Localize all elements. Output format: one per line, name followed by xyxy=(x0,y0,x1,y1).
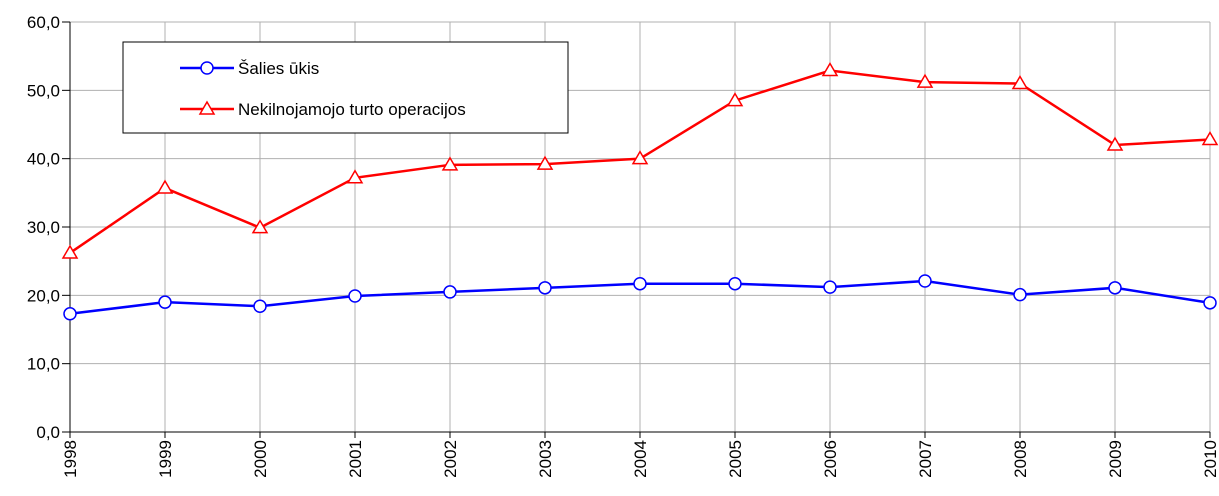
y-tick-label: 10,0 xyxy=(27,355,60,374)
point xyxy=(348,289,362,303)
point xyxy=(538,281,552,295)
x-tick-label: 2005 xyxy=(726,440,745,478)
point xyxy=(918,274,932,288)
point xyxy=(61,244,79,259)
x-tick-label: 2010 xyxy=(1201,440,1219,478)
y-tick-label: 40,0 xyxy=(27,150,60,169)
point xyxy=(1201,131,1219,146)
point xyxy=(633,276,647,291)
point xyxy=(1108,281,1122,295)
point xyxy=(441,156,459,171)
x-tick-label: 2009 xyxy=(1106,440,1125,478)
y-tick-label: 30,0 xyxy=(27,218,60,237)
x-tick-label: 2006 xyxy=(821,440,840,478)
y-tick-label: 0,0 xyxy=(36,423,60,442)
legend: Šalies ūkis Nekilnojamojo turto operacijo… xyxy=(122,41,569,134)
x-tick-label: 1999 xyxy=(156,440,175,478)
x-tick-label: 2001 xyxy=(346,440,365,478)
point xyxy=(728,276,742,291)
point xyxy=(156,179,174,194)
legend-marker xyxy=(200,61,214,75)
point xyxy=(346,169,364,184)
y-tick-label: 60,0 xyxy=(27,13,60,32)
y-tick-label: 20,0 xyxy=(27,286,60,305)
point xyxy=(536,155,554,170)
x-tick-label: 2000 xyxy=(251,440,270,478)
x-tick-label: 2002 xyxy=(441,440,460,478)
point xyxy=(821,62,839,77)
point xyxy=(253,299,267,314)
x-tick-label: 2004 xyxy=(631,440,650,478)
point xyxy=(443,285,457,299)
point xyxy=(823,280,837,294)
point xyxy=(1106,136,1124,151)
x-tick-label: 1998 xyxy=(61,440,80,478)
x-tick-label: 2007 xyxy=(916,440,935,478)
point xyxy=(1011,75,1029,90)
point xyxy=(726,92,744,107)
point xyxy=(158,295,172,309)
point xyxy=(63,307,77,321)
point xyxy=(251,219,269,234)
point xyxy=(916,73,934,88)
x-tick-label: 2008 xyxy=(1011,440,1030,478)
legend-label: Šalies ūkis xyxy=(238,59,319,78)
point xyxy=(631,150,649,165)
point xyxy=(1013,287,1027,302)
legend-marker xyxy=(198,100,216,115)
point xyxy=(1203,296,1217,310)
legend-label: Nekilnojamojo turto operacijos xyxy=(238,100,466,119)
legend-box xyxy=(122,41,569,134)
y-tick-label: 50,0 xyxy=(27,81,60,100)
x-tick-label: 2003 xyxy=(536,440,555,478)
